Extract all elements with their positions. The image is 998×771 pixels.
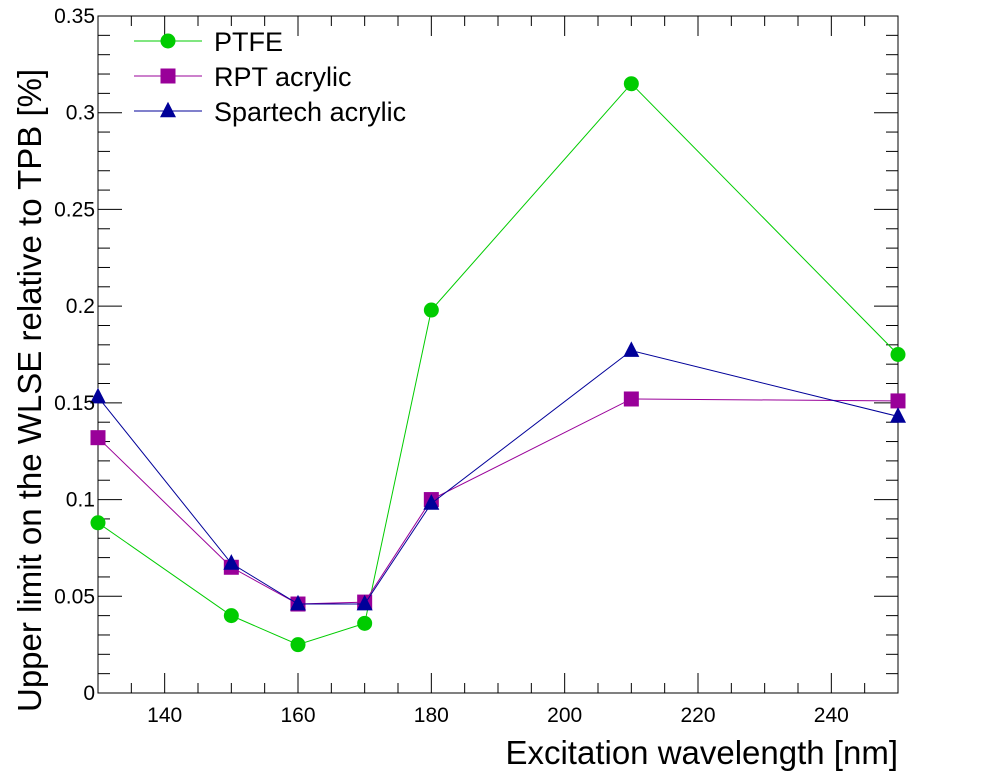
x-tick-label: 140 xyxy=(147,704,182,727)
data-point-ptfe xyxy=(357,615,373,631)
y-tick-label: 0 xyxy=(83,682,95,705)
data-point-ptfe xyxy=(223,608,239,624)
data-point-rpt-acrylic xyxy=(890,393,906,409)
legend-label-ptfe: PTFE xyxy=(214,27,283,57)
y-tick-label: 0.15 xyxy=(54,392,95,415)
x-tick-label: 200 xyxy=(547,704,582,727)
y-tick-label: 0.1 xyxy=(66,489,95,512)
x-tick-label: 240 xyxy=(814,704,849,727)
y-tick-label: 0.3 xyxy=(66,102,95,125)
data-point-spartech-acrylic xyxy=(356,594,373,611)
data-point-spartech-acrylic xyxy=(623,341,640,357)
data-point-ptfe xyxy=(290,637,306,653)
y-tick-label: 0.05 xyxy=(54,585,95,608)
data-point-spartech-acrylic xyxy=(423,494,440,510)
series-line-ptfe xyxy=(97,82,899,646)
data-point-spartech-acrylic xyxy=(890,407,906,423)
series-line-rpt-acrylic xyxy=(97,398,899,605)
legend-marker-rpt-acrylic xyxy=(160,68,176,84)
series-line-spartech-acrylic xyxy=(97,350,899,605)
data-point-spartech-acrylic xyxy=(90,387,106,404)
series-spartech-acrylic xyxy=(90,341,906,611)
y-axis-title: Upper limit on the WLSE relative to TPB … xyxy=(11,69,48,712)
x-tick-label: 160 xyxy=(280,704,315,727)
legend-label-spartech-acrylic: Spartech acrylic xyxy=(214,97,406,127)
y-tick-label: 0.25 xyxy=(54,198,95,221)
tick-labels: 140 160 180 200 220 240 0 0.05 0.1 0.15 0.2 0.25 0.3… xyxy=(54,5,849,727)
data-point-ptfe xyxy=(90,515,106,531)
data-point-ptfe xyxy=(623,76,639,92)
legend-marker-ptfe xyxy=(160,33,176,49)
data-point-ptfe xyxy=(890,347,906,362)
data-point-rpt-acrylic xyxy=(90,430,106,446)
data-point-ptfe xyxy=(423,302,439,318)
data-point-spartech-acrylic xyxy=(223,554,240,570)
x-axis-title: Excitation wavelength [nm] xyxy=(505,734,898,771)
y-tick-label: 0.35 xyxy=(54,5,95,28)
x-tick-label: 220 xyxy=(680,704,715,727)
axis-ticks xyxy=(97,15,899,694)
x-tick-label: 180 xyxy=(414,704,449,727)
data-point-rpt-acrylic xyxy=(623,391,639,407)
legend-marker-spartech-acrylic xyxy=(160,101,176,118)
data-point-spartech-acrylic xyxy=(290,594,306,611)
series-layer xyxy=(90,76,906,653)
series-rpt-acrylic xyxy=(90,391,906,612)
legend-label-rpt-acrylic: RPT acrylic xyxy=(214,62,352,92)
legend: PTFE RPT acrylic Spartech acrylic xyxy=(134,27,406,127)
series-ptfe xyxy=(90,76,906,653)
y-tick-label: 0.2 xyxy=(66,295,95,318)
